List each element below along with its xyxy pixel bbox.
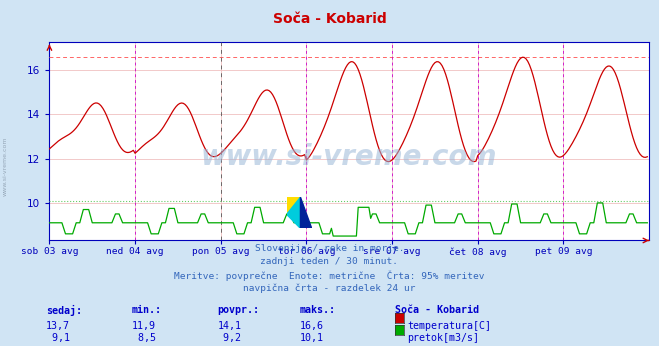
Text: min.:: min.: — [132, 305, 162, 315]
Polygon shape — [301, 197, 312, 228]
Text: 8,5: 8,5 — [132, 333, 156, 343]
Text: www.si-vreme.com: www.si-vreme.com — [3, 136, 8, 196]
Text: maks.:: maks.: — [300, 305, 336, 315]
Polygon shape — [287, 197, 301, 214]
Text: Soča - Kobarid: Soča - Kobarid — [395, 305, 479, 315]
Text: temperatura[C]: temperatura[C] — [407, 321, 491, 331]
Text: Slovenija / reke in morje.: Slovenija / reke in morje. — [255, 244, 404, 253]
Text: povpr.:: povpr.: — [217, 305, 260, 315]
Text: 9,2: 9,2 — [217, 333, 241, 343]
Text: 10,1: 10,1 — [300, 333, 324, 343]
Text: sedaj:: sedaj: — [46, 305, 82, 316]
Text: 11,9: 11,9 — [132, 321, 156, 331]
Text: Soča - Kobarid: Soča - Kobarid — [273, 12, 386, 26]
Text: Meritve: povprečne  Enote: metrične  Črta: 95% meritev: Meritve: povprečne Enote: metrične Črta:… — [174, 270, 485, 281]
Text: pretok[m3/s]: pretok[m3/s] — [407, 333, 479, 343]
Text: 9,1: 9,1 — [46, 333, 70, 343]
Text: navpična črta - razdelek 24 ur: navpična črta - razdelek 24 ur — [243, 283, 416, 293]
Text: 13,7: 13,7 — [46, 321, 70, 331]
Text: 16,6: 16,6 — [300, 321, 324, 331]
Text: zadnji teden / 30 minut.: zadnji teden / 30 minut. — [260, 257, 399, 266]
Polygon shape — [287, 197, 301, 228]
Text: 14,1: 14,1 — [217, 321, 241, 331]
Text: www.si-vreme.com: www.si-vreme.com — [201, 143, 498, 171]
